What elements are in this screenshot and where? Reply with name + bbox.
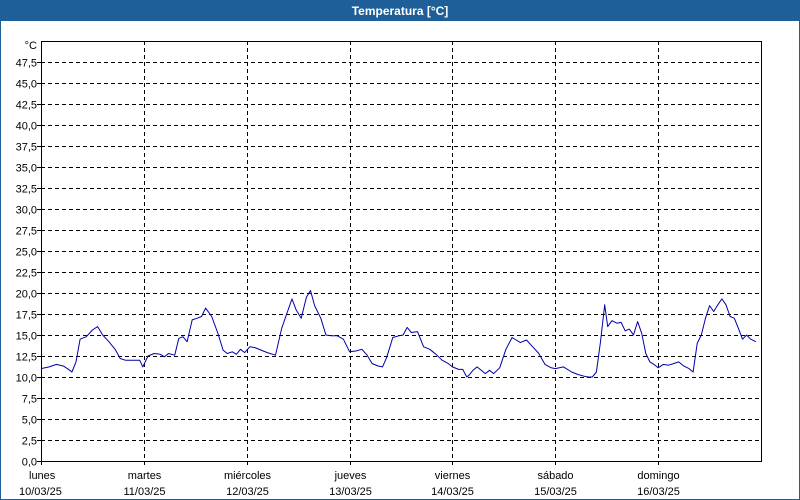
plot-area (41, 41, 762, 462)
y-tick-label: 20,0 (16, 289, 37, 301)
y-tick-label: 17,5 (16, 310, 37, 322)
x-tick-day-label: martes (128, 470, 162, 482)
x-tick-date-label: 10/03/25 (19, 486, 62, 498)
x-tick-day-label: domingo (637, 470, 679, 482)
y-axis-unit-label: °C (25, 40, 37, 52)
x-tick-day-label: lunes (29, 470, 56, 482)
x-tick-day-label: miércoles (224, 470, 272, 482)
x-tick-date-label: 14/03/25 (431, 486, 474, 498)
chart-title: Temperatura [°C] (1, 1, 799, 21)
y-tick-label: 35,0 (16, 163, 37, 175)
temperature-chart: 0,0 2,5 5,0 7,5 10,0 12,5 15,0 17,5 20,0 22,5 25,0… (16, 40, 762, 498)
y-tick-label: 37,5 (16, 142, 37, 154)
y-tick-label: 10,0 (16, 373, 37, 385)
y-tick-label: 15,0 (16, 331, 37, 343)
y-tick-label: 47,5 (16, 58, 37, 70)
x-tick-date-label: 13/03/25 (329, 486, 372, 498)
x-tick-day-label: sábado (537, 470, 573, 482)
x-tick-day-label: jueves (334, 470, 367, 482)
x-tick-date-label: 12/03/25 (226, 486, 269, 498)
x-tick-date-label: 16/03/25 (637, 486, 680, 498)
y-tick-label: 32,5 (16, 184, 37, 196)
y-tick-label: 27,5 (16, 226, 37, 238)
temperature-series-line (40, 290, 757, 378)
y-tick-label: 7,5 (22, 394, 37, 406)
y-tick-label: 12,5 (16, 352, 37, 364)
y-tick-label: 22,5 (16, 268, 37, 280)
x-axis-ticks: lunes 10/03/25 martes 11/03/25 miércoles 12/0… (19, 461, 680, 498)
y-tick-label: 25,0 (16, 247, 37, 259)
x-tick-day-label: viernes (435, 470, 471, 482)
y-tick-label: 45,0 (16, 79, 37, 91)
x-tick-date-label: 11/03/25 (123, 486, 165, 498)
y-tick-label: 5,0 (22, 415, 37, 427)
y-tick-label: 30,0 (16, 205, 37, 217)
y-tick-label: 42,5 (16, 100, 37, 112)
y-tick-label: 2,5 (22, 436, 37, 448)
x-tick-date-label: 15/03/25 (534, 486, 577, 498)
series-layer (40, 290, 757, 378)
y-axis-ticks: 0,0 2,5 5,0 7,5 10,0 12,5 15,0 17,5 20,0 22,5 25,0… (16, 58, 41, 469)
y-tick-label: 0,0 (22, 457, 37, 469)
grid (41, 41, 761, 461)
y-tick-label: 40,0 (16, 121, 37, 133)
